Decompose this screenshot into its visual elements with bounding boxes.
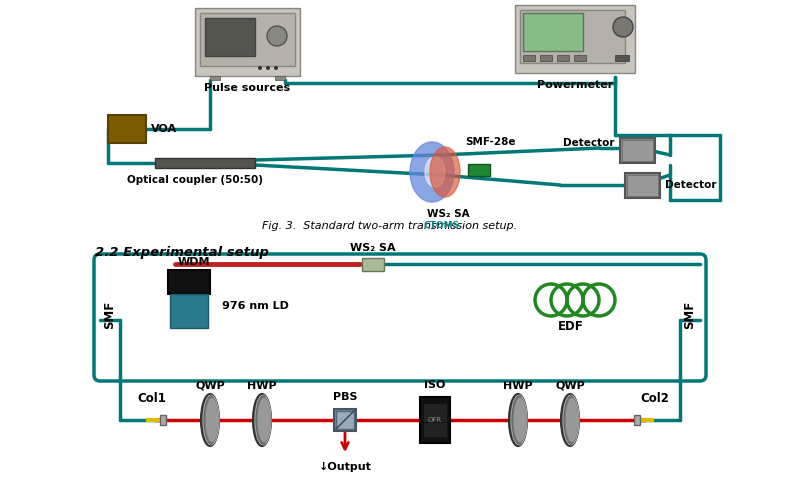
- Text: Optical coupler (50:50): Optical coupler (50:50): [127, 175, 263, 185]
- Bar: [168, 270, 210, 294]
- Bar: [523, 13, 583, 51]
- Bar: [195, 8, 300, 76]
- Text: SMF: SMF: [683, 301, 697, 329]
- Text: Pulse sources: Pulse sources: [205, 83, 290, 93]
- Text: SMF: SMF: [103, 301, 117, 329]
- Text: WS₂ SA: WS₂ SA: [426, 209, 470, 219]
- Bar: [515, 5, 635, 73]
- Bar: [210, 76, 220, 80]
- Ellipse shape: [253, 394, 271, 446]
- Bar: [423, 403, 447, 422]
- Bar: [200, 13, 295, 66]
- Text: ISO: ISO: [424, 380, 446, 390]
- Bar: [155, 158, 255, 168]
- Text: WDM: WDM: [178, 257, 210, 267]
- Text: QWP: QWP: [555, 381, 585, 391]
- Bar: [275, 76, 285, 80]
- Polygon shape: [430, 147, 460, 197]
- Text: OFR: OFR: [428, 417, 442, 423]
- Text: Powermeter: Powermeter: [537, 80, 613, 90]
- FancyBboxPatch shape: [94, 254, 706, 381]
- Text: HWP: HWP: [503, 381, 533, 391]
- Circle shape: [258, 66, 262, 70]
- Bar: [336, 411, 354, 429]
- Bar: [523, 55, 535, 61]
- Text: 976 nm LD: 976 nm LD: [222, 301, 289, 311]
- Text: WS₂ SA: WS₂ SA: [350, 243, 396, 253]
- Text: VOA: VOA: [151, 124, 177, 134]
- Bar: [520, 10, 625, 63]
- Ellipse shape: [565, 397, 579, 443]
- Bar: [362, 258, 384, 271]
- Text: 2.2 Experimental setup: 2.2 Experimental setup: [95, 246, 269, 259]
- Bar: [170, 294, 208, 328]
- Ellipse shape: [201, 394, 219, 446]
- Bar: [625, 173, 660, 198]
- Circle shape: [274, 66, 278, 70]
- Text: QWP: QWP: [195, 381, 225, 391]
- Circle shape: [613, 17, 633, 37]
- Ellipse shape: [205, 397, 219, 443]
- Bar: [557, 55, 569, 61]
- Text: ↓Output: ↓Output: [318, 462, 371, 472]
- Bar: [423, 422, 447, 437]
- Bar: [634, 415, 640, 425]
- Bar: [468, 164, 490, 176]
- Bar: [160, 415, 166, 425]
- Ellipse shape: [561, 394, 579, 446]
- Bar: [108, 115, 146, 143]
- Text: Detector: Detector: [563, 138, 615, 148]
- Bar: [334, 409, 356, 431]
- Bar: [540, 55, 552, 61]
- Text: Fig. 3.  Standard two-arm transmission setup.: Fig. 3. Standard two-arm transmission se…: [262, 221, 518, 231]
- Circle shape: [267, 26, 287, 46]
- Bar: [615, 55, 629, 61]
- Bar: [420, 397, 450, 443]
- Text: EDF: EDF: [558, 320, 584, 333]
- Bar: [622, 140, 653, 161]
- Text: Col1: Col1: [138, 392, 166, 405]
- Bar: [627, 175, 658, 196]
- Ellipse shape: [509, 394, 527, 446]
- Bar: [205, 18, 255, 56]
- Ellipse shape: [257, 397, 271, 443]
- Text: CTOMS: CTOMS: [424, 220, 460, 229]
- Polygon shape: [425, 157, 445, 187]
- Text: SMF-28e: SMF-28e: [465, 137, 515, 147]
- Text: HWP: HWP: [247, 381, 277, 391]
- Text: Detector: Detector: [665, 180, 717, 190]
- Ellipse shape: [513, 397, 527, 443]
- Circle shape: [266, 66, 270, 70]
- Bar: [620, 138, 655, 163]
- Polygon shape: [410, 142, 454, 202]
- Bar: [574, 55, 586, 61]
- Text: Col2: Col2: [641, 392, 670, 405]
- Text: PBS: PBS: [333, 392, 358, 402]
